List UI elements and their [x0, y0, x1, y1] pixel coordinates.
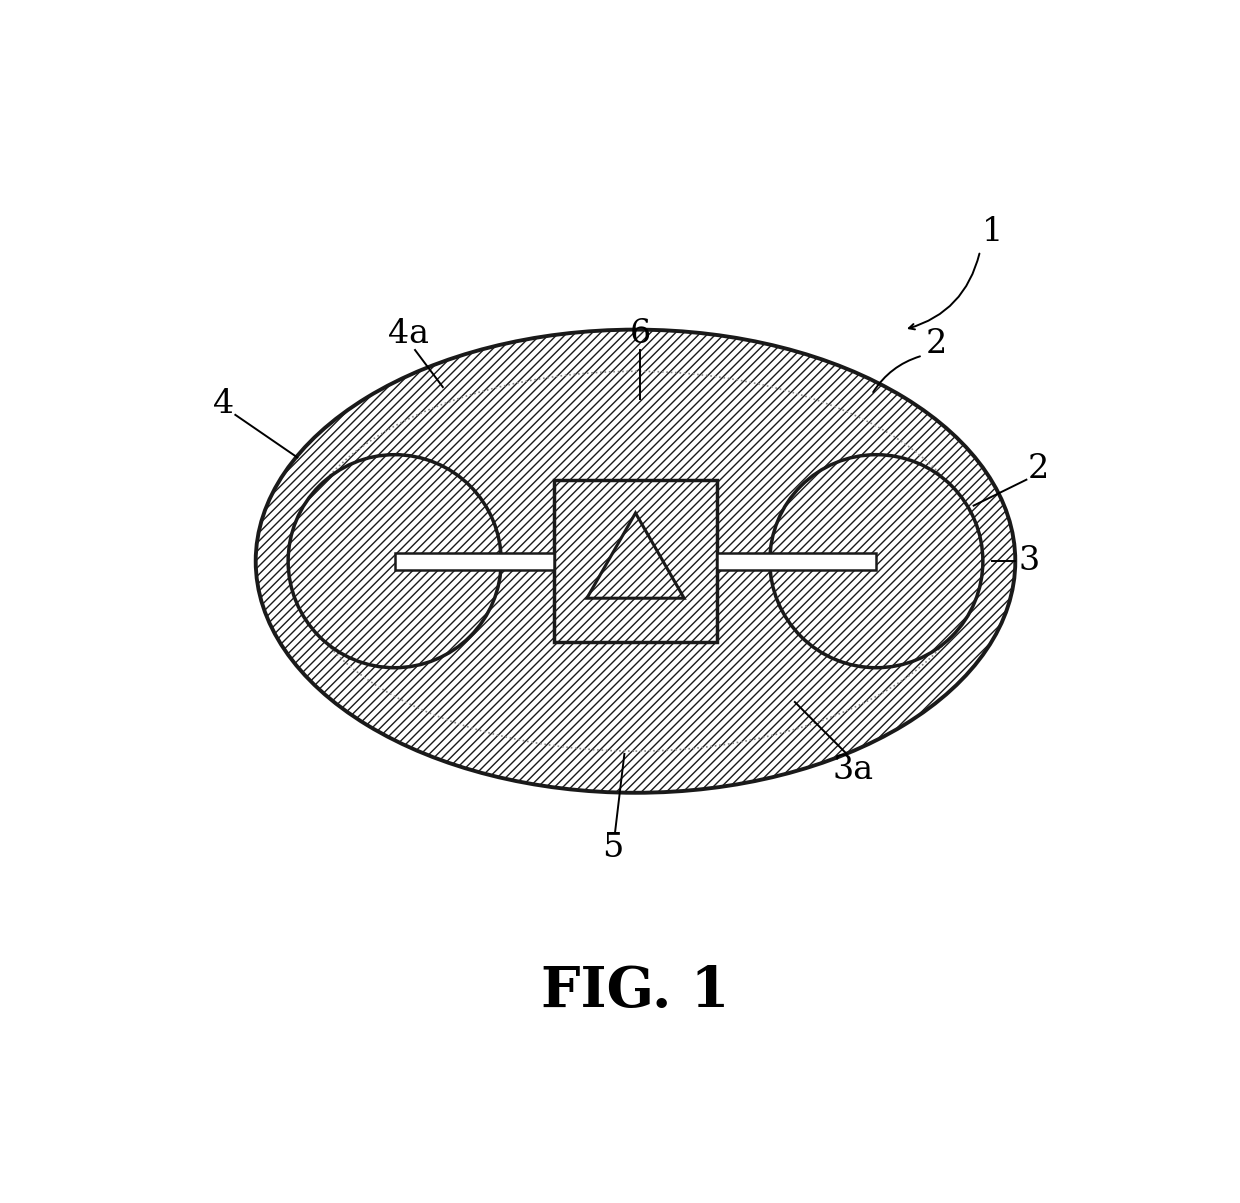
Text: 2: 2	[926, 327, 947, 360]
Circle shape	[288, 455, 501, 668]
Text: 4a: 4a	[388, 319, 429, 350]
Text: 2: 2	[1028, 452, 1049, 485]
Text: 3: 3	[1018, 545, 1040, 577]
Text: 6: 6	[630, 319, 651, 350]
Bar	[554, 480, 717, 642]
Circle shape	[770, 455, 983, 668]
Text: FIG. 1: FIG. 1	[542, 965, 729, 1019]
Text: 4: 4	[213, 387, 234, 420]
Bar	[394, 553, 554, 569]
Ellipse shape	[255, 330, 1016, 793]
Bar	[717, 553, 877, 569]
Text: 3a: 3a	[832, 753, 874, 786]
Bar	[554, 480, 717, 642]
Circle shape	[770, 455, 983, 668]
Text: 5: 5	[601, 832, 622, 865]
Text: 1: 1	[982, 217, 1003, 248]
Circle shape	[288, 455, 501, 668]
